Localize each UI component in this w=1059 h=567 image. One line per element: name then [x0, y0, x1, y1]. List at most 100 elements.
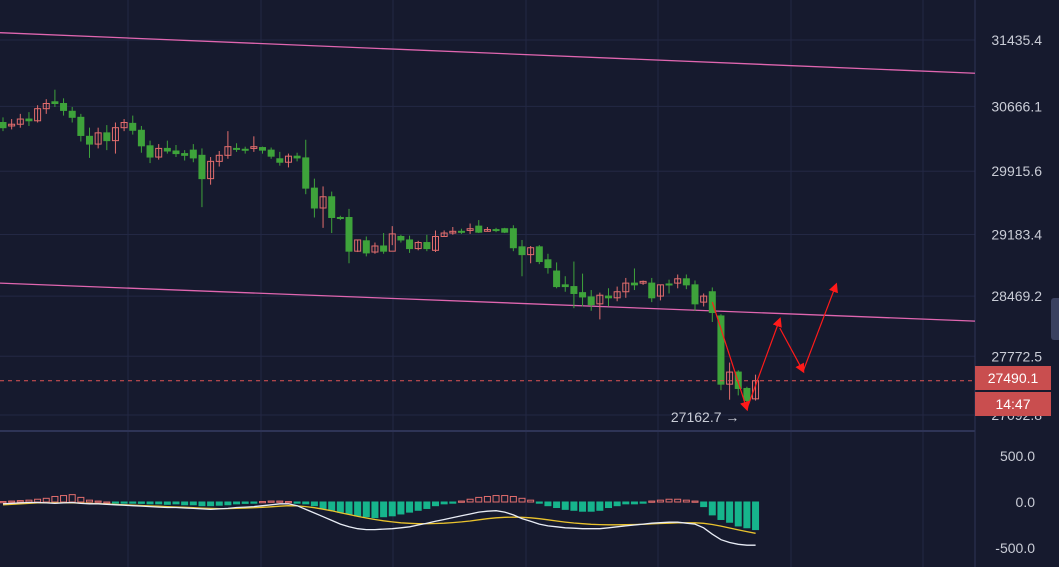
price-axis: 31435.4 30666.1 29915.6 29183.4 28469.2 27772…	[991, 32, 1042, 423]
candle-body	[432, 235, 439, 251]
macd-histogram-bar	[535, 501, 543, 504]
candle-body	[613, 291, 621, 299]
macd-histogram-bar	[682, 499, 690, 503]
macd-histogram-bar	[111, 501, 119, 504]
candle-body	[423, 242, 431, 250]
price-tick-label: 27772.5	[991, 348, 1042, 364]
projection-arrows	[711, 282, 838, 412]
macd-histogram-bar	[388, 501, 396, 517]
candle-body	[726, 371, 734, 385]
macd-histogram-bar	[752, 501, 760, 531]
candle-body	[0, 122, 7, 129]
candle-body	[743, 387, 751, 402]
candle-body	[596, 294, 604, 305]
grid	[0, 0, 976, 567]
macd-histogram-bar	[570, 501, 578, 511]
candle-body	[198, 154, 206, 180]
candle-body	[224, 146, 232, 156]
candle-body	[172, 150, 180, 155]
candle-body	[700, 295, 708, 303]
candle-body	[319, 196, 327, 209]
candle-body	[466, 228, 474, 231]
macd-histogram-bar	[726, 501, 734, 523]
macd-histogram-bar	[181, 501, 189, 506]
indicator-tick-label: -500.0	[995, 540, 1035, 556]
macd-histogram-bar	[449, 501, 457, 504]
candle-body	[440, 232, 448, 237]
macd-histogram-bar	[648, 500, 656, 503]
candle-body	[77, 116, 85, 136]
macd-panel	[0, 494, 760, 546]
channel-lower-line	[0, 282, 976, 322]
candle-body	[207, 160, 215, 180]
candle-body	[25, 118, 33, 122]
candlestick-series	[0, 89, 760, 409]
candle-body	[181, 153, 189, 156]
macd-line	[2, 501, 756, 546]
macd-histogram-bar	[553, 501, 561, 509]
macd-histogram-bar	[34, 498, 42, 503]
candle-body	[579, 292, 587, 298]
projection-arrow	[802, 282, 838, 372]
collapse-handle[interactable]	[1051, 298, 1059, 340]
macd-histogram-bar	[414, 501, 422, 511]
macd-histogram-bar	[172, 501, 180, 505]
candle-body	[60, 103, 68, 111]
candle-body	[284, 155, 292, 163]
macd-histogram-bar	[94, 500, 102, 503]
candle-body	[120, 122, 128, 129]
candle-body	[34, 108, 42, 122]
macd-histogram-bar	[397, 501, 405, 515]
candle-body	[656, 284, 664, 297]
macd-histogram-bar	[250, 501, 258, 504]
macd-histogram-bar	[241, 501, 249, 504]
macd-histogram-bar	[336, 501, 344, 513]
macd-histogram-bar	[189, 501, 197, 506]
candle-body	[336, 216, 344, 219]
macd-histogram-bar	[561, 501, 569, 510]
candle-body	[630, 282, 638, 286]
candle-body	[155, 147, 163, 158]
candle-body	[570, 286, 578, 294]
candle-body	[457, 230, 465, 233]
candle-body	[310, 187, 318, 209]
candle-body	[94, 132, 102, 145]
macd-histogram-bar	[656, 499, 664, 503]
macd-histogram-bar	[587, 501, 595, 512]
macd-histogram-bar	[310, 501, 318, 507]
indicator-tick-label: 500.0	[1000, 448, 1035, 464]
candle-body	[189, 149, 197, 159]
macd-histogram-bar	[42, 497, 50, 503]
macd-histogram-bar	[613, 501, 621, 507]
candle-body	[68, 110, 76, 118]
macd-histogram-bar	[60, 495, 68, 503]
macd-histogram-bar	[639, 501, 647, 504]
macd-histogram-bar	[700, 501, 708, 508]
countdown-value: 14:47	[995, 396, 1031, 412]
candle-body	[544, 259, 552, 269]
macd-histogram-bar	[0, 501, 7, 504]
macd-histogram-bar	[129, 501, 137, 504]
candle-body	[717, 315, 725, 385]
last-price-value: 27490.1	[987, 370, 1039, 386]
macd-histogram-bar	[215, 501, 223, 506]
projection-arrow	[711, 301, 750, 412]
macd-histogram-bar	[198, 501, 206, 507]
macd-histogram-bar	[406, 501, 414, 513]
macd-histogram-bar	[674, 498, 682, 503]
price-tick-label: 30666.1	[991, 98, 1042, 114]
macd-histogram-bar	[527, 499, 535, 503]
indicator-tick-label: 0.0	[1016, 494, 1036, 510]
candle-body	[509, 228, 517, 249]
macd-histogram-bar	[518, 497, 526, 503]
macd-histogram-bar	[362, 501, 370, 518]
candle-body	[129, 122, 137, 131]
candle-body	[103, 132, 111, 142]
candle-body	[492, 229, 500, 232]
candle-body	[354, 239, 362, 252]
macd-histogram-bar	[276, 500, 284, 503]
macd-histogram-bar	[302, 501, 310, 505]
macd-histogram-bar	[457, 500, 465, 503]
candle-body	[665, 283, 673, 286]
